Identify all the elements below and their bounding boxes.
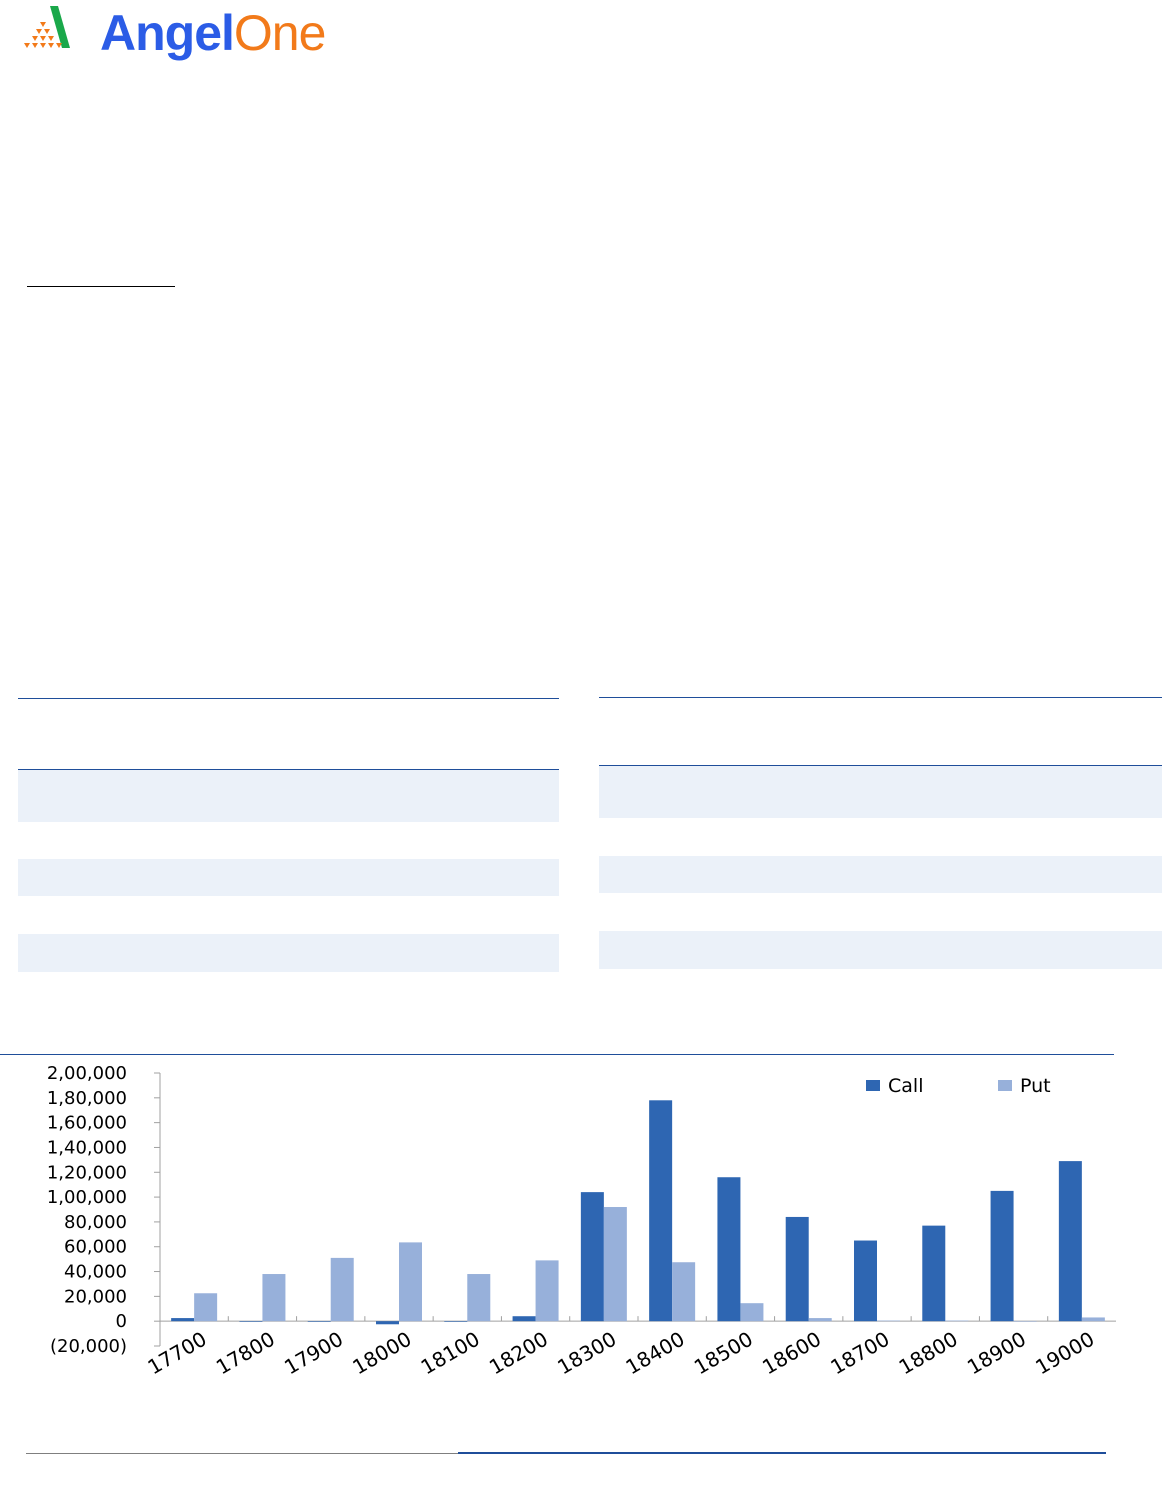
table-row [599,766,1162,818]
bar-put-18700 [877,1320,900,1322]
table-row [599,856,1162,893]
x-tick-label: 18700 [826,1327,893,1380]
bar-call-18200 [512,1316,536,1322]
y-tick-label: 1,20,000 [47,1162,127,1183]
bar-call-18600 [785,1216,809,1322]
y-tick-label: 80,000 [64,1212,127,1233]
x-tick-label: 17900 [280,1327,347,1380]
x-tick-label: 18000 [348,1327,415,1380]
table-row [18,770,559,822]
legend-label-put: Put [1020,1075,1051,1097]
bar-call-18500 [717,1177,741,1322]
bar-put-18200 [535,1260,559,1322]
bar-put-19000 [1081,1317,1105,1322]
x-tick-label: 18200 [485,1327,552,1380]
logo-mark-icon [24,6,70,48]
y-tick-label: (20,000) [50,1336,127,1357]
table-top-rule [599,697,1162,698]
bar-put-18900 [1013,1321,1037,1322]
legend-label-call: Call [888,1075,923,1097]
x-tick-label: 19000 [1031,1327,1098,1380]
bar-put-17800 [262,1274,286,1322]
y-tick-label: 40,000 [64,1262,127,1283]
x-tick-label: 17700 [144,1327,211,1380]
y-tick-label: 1,00,000 [47,1187,127,1208]
bar-put-18000 [399,1242,422,1322]
bar-call-18400 [649,1100,673,1322]
x-tick-label: 18900 [963,1327,1030,1380]
x-tick-label: 18300 [553,1327,620,1380]
y-tick-label: 1,40,000 [47,1137,127,1158]
x-tick-label: 18400 [622,1327,689,1380]
footer-rule-accent [458,1452,1106,1454]
y-tick-label: 60,000 [64,1237,127,1258]
bar-put-18100 [467,1274,491,1322]
section-heading-underline [27,286,175,287]
x-tick-label: 17800 [212,1327,279,1380]
bar-call-17900 [307,1321,331,1322]
bar-call-18300 [580,1192,604,1322]
bar-call-17700 [171,1318,195,1322]
table-header-rule [18,769,559,770]
x-tick-label: 18800 [895,1327,962,1380]
table-row [599,931,1162,969]
table-top-rule [18,698,559,699]
bar-put-17900 [330,1257,354,1322]
bar-call-17800 [239,1321,263,1322]
legend-swatch-call [866,1080,880,1091]
bar-put-18400 [672,1262,696,1322]
table-row [18,859,559,896]
bar-put-18500 [740,1303,764,1322]
footer-rule [26,1453,458,1454]
y-tick-label: 1,60,000 [47,1113,127,1134]
angel-one-logo: AngelOne [20,4,326,61]
y-tick-label: 1,80,000 [47,1088,127,1109]
bar-put-18600 [808,1318,832,1322]
oi-bar-chart: (20,000) 0 20,000 40,000 60,000 80,000 1,00,00… [47,1063,1116,1380]
x-tick-label: 18500 [690,1327,757,1380]
legend-swatch-put [998,1080,1012,1091]
x-tick-label: 18100 [417,1327,484,1380]
y-tick-label: 2,00,000 [47,1063,127,1084]
bar-put-18300 [603,1207,627,1322]
table-header-rule [599,765,1162,766]
y-tick-label: 20,000 [64,1286,127,1307]
bar-call-18700 [854,1240,877,1322]
bar-call-18900 [990,1190,1014,1322]
bar-call-18000 [376,1321,399,1325]
bar-call-18800 [922,1225,946,1322]
bar-put-17700 [194,1293,218,1322]
x-tick-label: 18600 [758,1327,825,1380]
y-tick-label: 0 [116,1311,127,1332]
bar-put-18800 [945,1320,969,1322]
table-row [18,934,559,972]
bar-call-19000 [1058,1161,1082,1322]
logo-text: AngelOne [100,5,326,61]
chart-top-rule [0,1054,1114,1055]
bar-call-18100 [444,1321,468,1322]
